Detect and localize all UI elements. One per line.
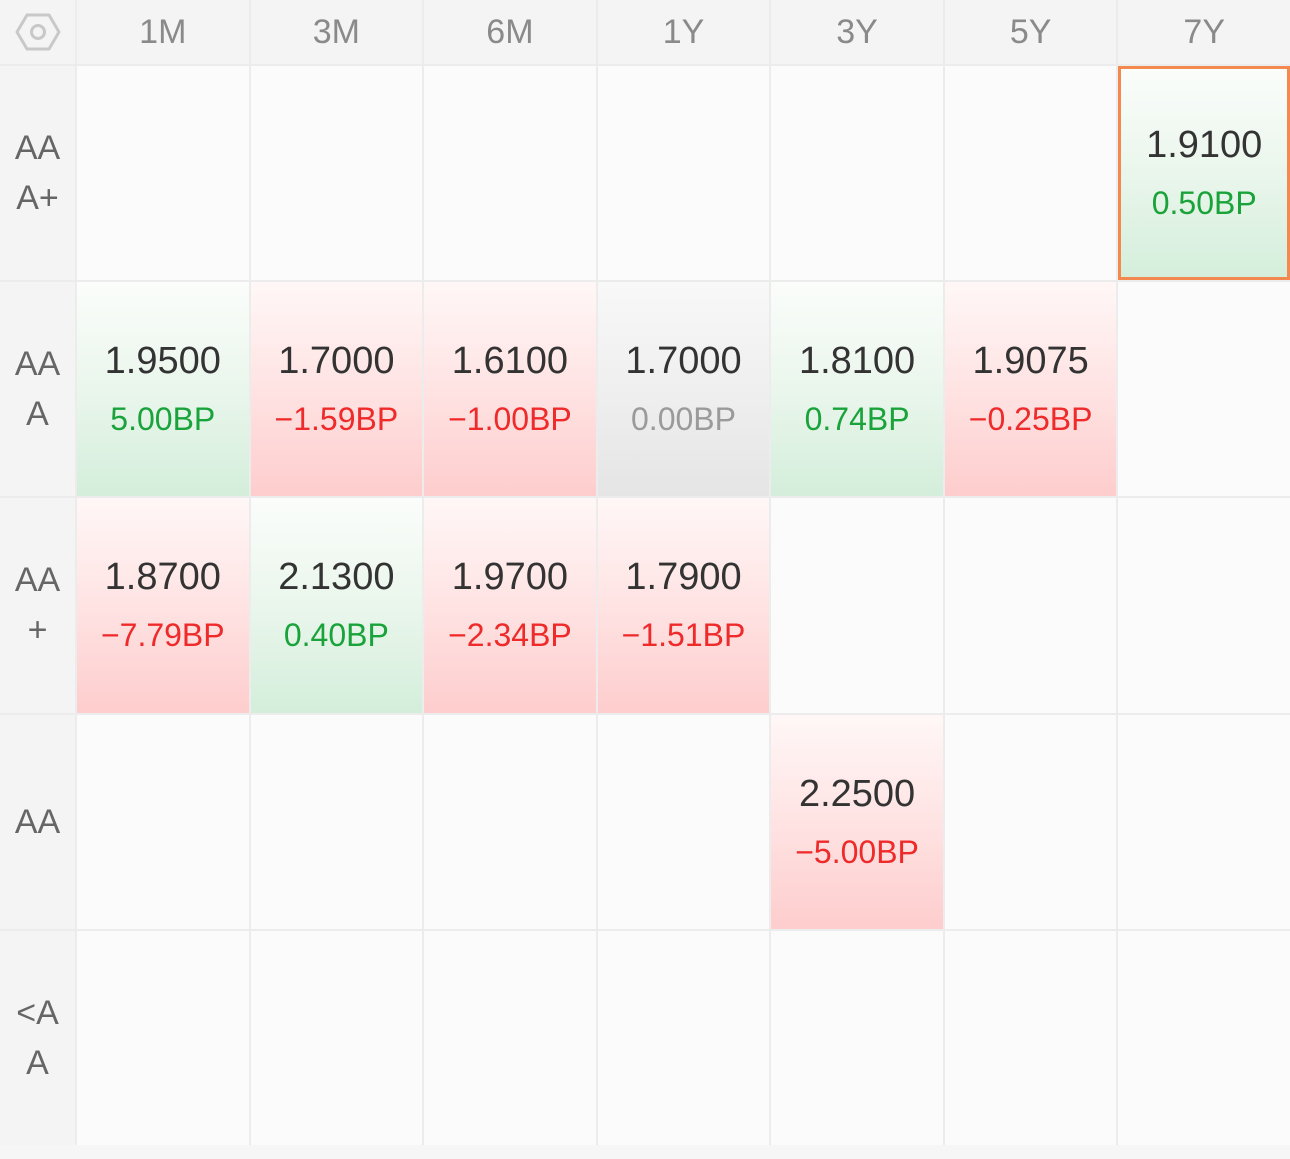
hexagon-settings-icon [15, 13, 60, 51]
row-label: AAA+ [0, 66, 75, 281]
empty-cell [1118, 282, 1290, 497]
rate-value: 1.8700 [104, 556, 221, 599]
rate-value: 1.6100 [451, 340, 569, 383]
rate-cell[interactable]: 1.8700 −7.79BP [77, 498, 249, 713]
rate-change: 0.74BP [804, 401, 910, 438]
column-header: 7Y [1118, 0, 1290, 64]
empty-cell [1118, 930, 1290, 1145]
row-label: AAA [0, 282, 75, 497]
rate-change: −0.25BP [968, 401, 1093, 438]
empty-cell [771, 498, 943, 713]
column-header: 1M [77, 0, 249, 64]
empty-cell [597, 66, 770, 281]
rate-cell[interactable]: 1.7000 0.00BP [597, 282, 770, 497]
rate-cell[interactable]: 1.6100 −1.00BP [424, 282, 596, 497]
empty-cell [77, 930, 249, 1145]
rate-value: 1.7000 [625, 340, 742, 383]
rate-change: 0.50BP [1151, 185, 1257, 222]
row-label: AA+ [0, 498, 75, 713]
rate-change: 0.40BP [283, 617, 389, 654]
column-header: 6M [424, 0, 596, 64]
row-label: AA [0, 714, 75, 929]
empty-cell [77, 66, 249, 281]
empty-cell [424, 66, 596, 281]
rate-change: −7.79BP [100, 617, 225, 654]
row-label: <AA [0, 930, 75, 1145]
rate-cell[interactable]: 1.9500 5.00BP [77, 282, 249, 497]
rate-cell[interactable]: 1.7900 −1.51BP [597, 498, 770, 713]
rate-change: −1.59BP [274, 401, 399, 438]
rate-cell[interactable]: 2.2500 −5.00BP [771, 714, 943, 929]
empty-cell [424, 930, 596, 1145]
rate-value: 2.2500 [798, 772, 916, 815]
empty-cell [771, 66, 943, 281]
rate-change: −1.00BP [448, 401, 572, 438]
rate-value: 1.9075 [972, 340, 1089, 383]
empty-cell [250, 714, 423, 929]
empty-cell [597, 930, 770, 1145]
rate-value: 1.7000 [278, 340, 395, 383]
column-header: 1Y [597, 0, 770, 64]
rate-cell[interactable]: 1.9075 −0.25BP [944, 282, 1117, 497]
rate-value: 1.8100 [798, 340, 916, 383]
rate-cell[interactable]: 1.9700 −2.34BP [424, 498, 596, 713]
rate-cell[interactable]: 2.1300 0.40BP [250, 498, 423, 713]
rate-cell[interactable]: 1.8100 0.74BP [771, 282, 943, 497]
rate-value: 1.7900 [625, 556, 742, 599]
empty-cell [944, 714, 1117, 929]
empty-cell [944, 66, 1117, 281]
empty-cell [77, 714, 249, 929]
empty-cell [597, 714, 770, 929]
empty-cell [250, 930, 423, 1145]
rate-change: −1.51BP [621, 617, 746, 654]
empty-cell [424, 714, 596, 929]
empty-cell [944, 930, 1117, 1145]
empty-cell [1118, 498, 1290, 713]
empty-cell [944, 498, 1117, 713]
rate-change: 5.00BP [110, 401, 216, 438]
column-header: 3Y [771, 0, 943, 64]
rate-cell[interactable]: 1.7000 −1.59BP [250, 282, 423, 497]
rate-cell[interactable]: 1.9100 0.50BP [1118, 66, 1290, 281]
rate-value: 1.9500 [104, 340, 221, 383]
rate-change: −2.34BP [448, 617, 572, 654]
empty-cell [250, 66, 423, 281]
rate-change: 0.00BP [631, 401, 736, 438]
settings-button[interactable] [0, 0, 75, 64]
empty-cell [771, 930, 943, 1145]
rate-value: 1.9700 [451, 556, 569, 599]
rate-value: 2.1300 [278, 556, 395, 599]
rate-change: −5.00BP [795, 833, 919, 870]
column-header: 5Y [944, 0, 1117, 64]
rate-value: 1.9100 [1146, 124, 1263, 167]
column-header: 3M [250, 0, 423, 64]
empty-cell [1118, 714, 1290, 929]
